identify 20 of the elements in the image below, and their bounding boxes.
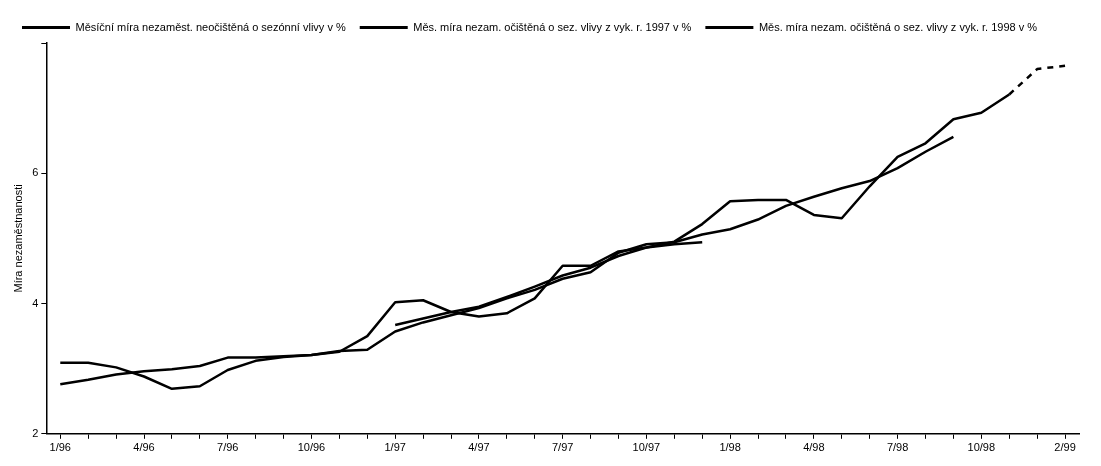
y-tick-label: 4 xyxy=(32,296,39,309)
x-tick-label: 2/99 xyxy=(1054,441,1076,454)
x-tick-label: 4/98 xyxy=(803,441,825,454)
x-tick-label: 10/97 xyxy=(632,441,661,454)
y-tick-label: 6 xyxy=(32,166,39,179)
x-tick-label: 10/96 xyxy=(297,441,326,454)
x-tick-label: 10/98 xyxy=(967,441,996,454)
y-tick-label: 2 xyxy=(32,426,39,439)
x-tick-label: 7/97 xyxy=(551,441,574,454)
x-tick-label: 4/96 xyxy=(133,441,155,454)
legend-label: Měs. míra nezam. očištěná o sez. vlivy z vyk. r. 1997 v % xyxy=(413,20,692,33)
x-tick-label: 4/97 xyxy=(468,441,490,454)
x-tick-label: 1/97 xyxy=(384,441,406,454)
legend-label: Měs. míra nezam. očištěná o sez. vlivy z vyk. r. 1998 v % xyxy=(758,20,1038,33)
x-tick-label: 1/96 xyxy=(49,441,71,454)
x-tick-label: 1/98 xyxy=(719,441,741,454)
y-axis-title: Míra nezaměstnanosti xyxy=(11,184,24,293)
x-tick-label: 7/96 xyxy=(217,441,239,454)
legend-label: Měsíční míra nezaměst. neočištěná o sezónní vlivy v % xyxy=(75,20,346,33)
x-tick-label: 7/98 xyxy=(886,441,909,454)
